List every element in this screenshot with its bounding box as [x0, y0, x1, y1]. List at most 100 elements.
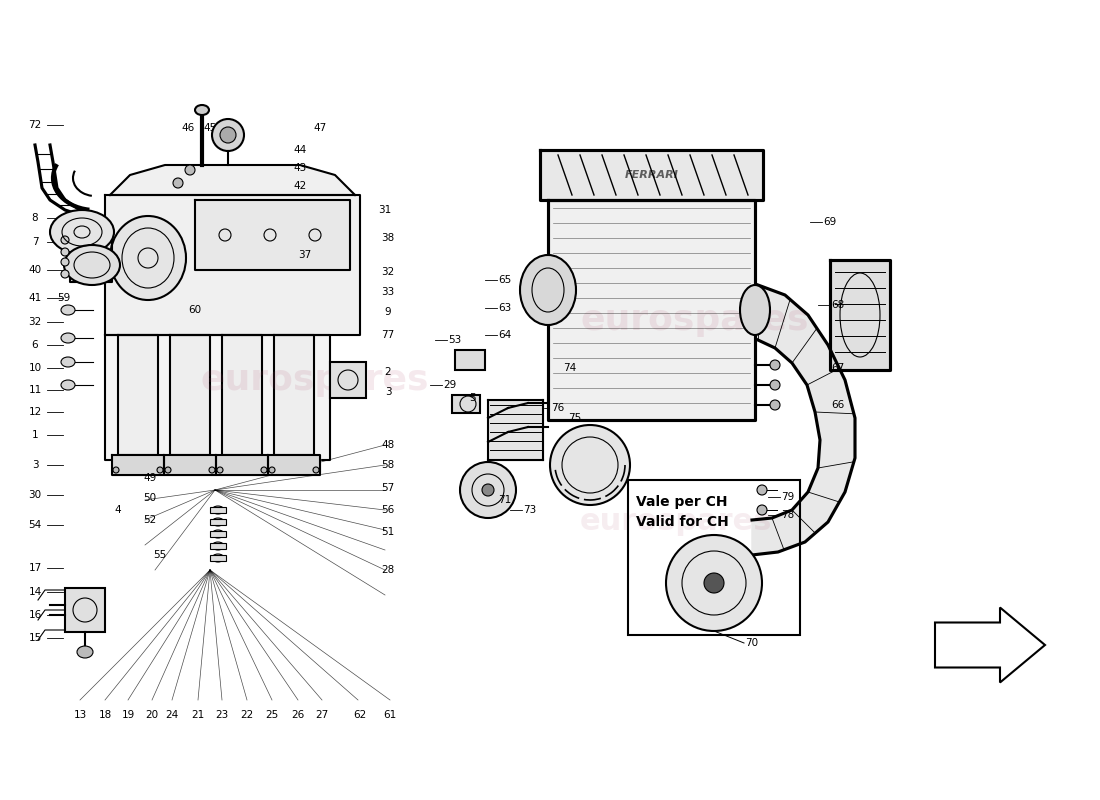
Polygon shape — [104, 195, 360, 335]
Bar — [455, 350, 485, 370]
Ellipse shape — [770, 400, 780, 410]
Text: 53: 53 — [449, 335, 462, 345]
Ellipse shape — [770, 360, 780, 370]
Polygon shape — [268, 455, 320, 475]
Text: 41: 41 — [29, 293, 42, 303]
Polygon shape — [104, 335, 330, 460]
Text: 5: 5 — [469, 393, 475, 403]
Bar — [210, 519, 225, 525]
Text: 44: 44 — [294, 145, 307, 155]
Text: 18: 18 — [98, 710, 111, 720]
Ellipse shape — [60, 333, 75, 343]
Text: 19: 19 — [121, 710, 134, 720]
Ellipse shape — [757, 505, 767, 515]
Text: 29: 29 — [443, 380, 456, 390]
Ellipse shape — [261, 467, 267, 473]
Text: 56: 56 — [382, 505, 395, 515]
Polygon shape — [70, 235, 112, 282]
Text: 78: 78 — [781, 510, 794, 520]
Text: eurospares: eurospares — [580, 507, 772, 536]
Text: 42: 42 — [294, 181, 307, 191]
Text: 66: 66 — [832, 400, 845, 410]
Ellipse shape — [60, 248, 69, 256]
Text: 9: 9 — [385, 307, 392, 317]
Ellipse shape — [270, 467, 275, 473]
Text: 65: 65 — [498, 275, 512, 285]
Text: 58: 58 — [382, 460, 395, 470]
Ellipse shape — [60, 305, 75, 315]
Text: 62: 62 — [353, 710, 366, 720]
Text: 77: 77 — [382, 330, 395, 340]
Text: 52: 52 — [143, 515, 156, 525]
Ellipse shape — [209, 467, 214, 473]
Ellipse shape — [60, 236, 69, 244]
Ellipse shape — [460, 462, 516, 518]
Text: 50: 50 — [143, 493, 156, 503]
Text: 22: 22 — [241, 710, 254, 720]
Bar — [210, 531, 225, 537]
Polygon shape — [830, 260, 890, 370]
Ellipse shape — [60, 380, 75, 390]
Polygon shape — [112, 455, 164, 475]
Bar — [452, 395, 480, 413]
Polygon shape — [118, 335, 158, 455]
Polygon shape — [216, 455, 268, 475]
Ellipse shape — [60, 270, 69, 278]
Text: 30: 30 — [29, 490, 42, 500]
Bar — [210, 555, 225, 561]
Text: 49: 49 — [143, 473, 156, 483]
Bar — [210, 543, 225, 549]
Ellipse shape — [77, 646, 94, 658]
Text: 55: 55 — [153, 550, 166, 560]
Ellipse shape — [173, 178, 183, 188]
Text: 76: 76 — [551, 403, 564, 413]
Ellipse shape — [666, 535, 762, 631]
Bar — [330, 362, 366, 398]
Text: 7: 7 — [32, 237, 39, 247]
Ellipse shape — [740, 285, 770, 335]
Polygon shape — [110, 165, 355, 195]
Ellipse shape — [64, 245, 120, 285]
Text: 48: 48 — [382, 440, 395, 450]
Ellipse shape — [212, 542, 224, 550]
Text: 23: 23 — [216, 710, 229, 720]
Text: eurospares: eurospares — [200, 363, 429, 397]
Text: 10: 10 — [29, 363, 42, 373]
Text: 38: 38 — [382, 233, 395, 243]
Text: 11: 11 — [29, 385, 42, 395]
Text: 28: 28 — [382, 565, 395, 575]
Text: 67: 67 — [832, 363, 845, 373]
Ellipse shape — [157, 467, 163, 473]
Text: 43: 43 — [294, 163, 307, 173]
Ellipse shape — [113, 467, 119, 473]
Ellipse shape — [185, 165, 195, 175]
Ellipse shape — [217, 467, 223, 473]
Text: 6: 6 — [32, 340, 39, 350]
Ellipse shape — [314, 467, 319, 473]
Text: 59: 59 — [57, 293, 70, 303]
Ellipse shape — [520, 255, 576, 325]
Text: 61: 61 — [384, 710, 397, 720]
Text: 63: 63 — [498, 303, 512, 313]
Polygon shape — [222, 335, 262, 455]
Ellipse shape — [704, 573, 724, 593]
Text: 12: 12 — [29, 407, 42, 417]
Text: 14: 14 — [29, 587, 42, 597]
Text: eurospares: eurospares — [580, 303, 808, 337]
Ellipse shape — [165, 467, 170, 473]
Polygon shape — [195, 200, 350, 270]
Text: 20: 20 — [145, 710, 158, 720]
Ellipse shape — [212, 554, 224, 562]
Polygon shape — [170, 335, 210, 455]
Text: 31: 31 — [378, 205, 392, 215]
Polygon shape — [548, 200, 755, 420]
Text: 47: 47 — [314, 123, 327, 133]
Text: 60: 60 — [188, 305, 201, 315]
Polygon shape — [540, 150, 763, 200]
Ellipse shape — [195, 105, 209, 115]
Bar — [65, 588, 104, 632]
Text: 3: 3 — [385, 387, 392, 397]
Text: 17: 17 — [29, 563, 42, 573]
Text: 27: 27 — [316, 710, 329, 720]
Text: 71: 71 — [498, 495, 512, 505]
